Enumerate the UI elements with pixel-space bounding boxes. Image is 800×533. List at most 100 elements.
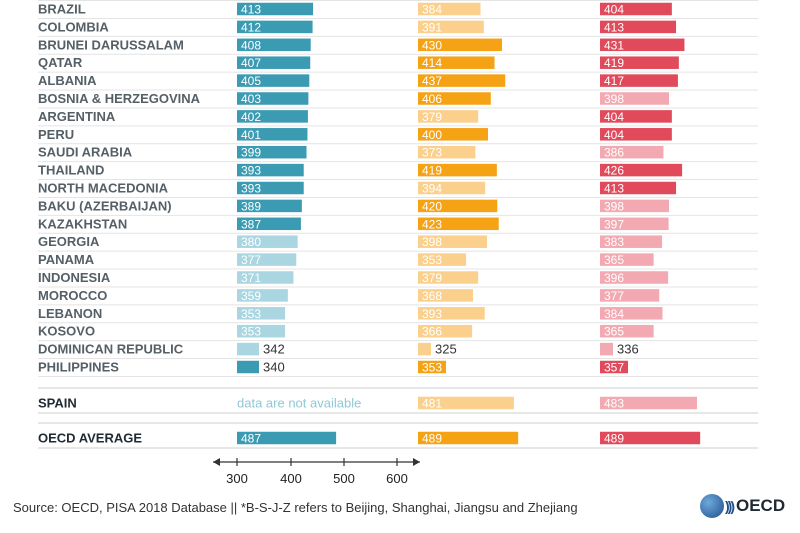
bar-value-label: 336: [617, 342, 639, 357]
bar-science: [600, 128, 672, 141]
bar-value-label: 384: [422, 3, 442, 17]
bar-value-label: 483: [604, 397, 624, 411]
bar-value-label: 402: [241, 110, 261, 124]
bar-reading: [237, 342, 259, 356]
bar-science: [600, 324, 654, 338]
bar-value-label: 340: [263, 360, 285, 375]
bar-reading: [237, 38, 311, 52]
country-label: THAILAND: [38, 163, 104, 178]
country-label: MOROCCO: [38, 288, 107, 303]
bar-reading: [237, 324, 286, 338]
bar-mathematics: [418, 342, 431, 356]
x-tick-label: 400: [280, 471, 302, 486]
bar-science: [600, 342, 613, 356]
bar-reading: [237, 110, 308, 123]
bar-value-label: 353: [241, 307, 261, 321]
country-label: DOMINICAN REPUBLIC: [38, 342, 184, 357]
bar-mathematics: [418, 128, 488, 141]
x-tick-label: 600: [386, 471, 408, 486]
bar-value-label: 430: [422, 38, 442, 52]
bar-mathematics: [418, 360, 446, 374]
bar-value-label: 431: [604, 38, 624, 52]
bar-value-label: 379: [422, 271, 442, 285]
bar-value-label: 426: [604, 164, 624, 178]
bar-reading: [237, 145, 307, 159]
bar-mathematics: [418, 271, 479, 284]
bar-value-label: 365: [604, 325, 624, 339]
bar-value-label: 413: [604, 20, 624, 34]
bar-reading: [237, 307, 286, 320]
bar-value-label: 377: [241, 253, 261, 267]
bar-value-label: 353: [241, 325, 261, 339]
bar-value-label: 393: [241, 182, 261, 196]
bar-value-label: 398: [604, 92, 624, 106]
country-label: PHILIPPINES: [38, 360, 119, 375]
country-label: BRAZIL: [38, 2, 86, 17]
bar-science: [600, 20, 677, 34]
bar-mathematics: [418, 38, 502, 52]
bar-reading: [237, 181, 304, 195]
bar-value-label: 398: [604, 199, 624, 213]
bar-value-label: 414: [422, 56, 442, 70]
bar-mathematics: [418, 145, 476, 159]
bar-mathematics: [418, 20, 484, 34]
bar-value-label: 404: [604, 110, 624, 124]
bar-mathematics: [418, 396, 514, 410]
bar-value-label: 353: [422, 361, 442, 375]
country-label: INDONESIA: [38, 270, 111, 285]
bar-value-label: 325: [435, 342, 457, 357]
bar-science: [600, 217, 669, 231]
oecd-logo: ))) OECD: [700, 494, 785, 518]
bar-science: [600, 360, 628, 374]
bar-reading: [237, 217, 301, 231]
country-label: NORTH MACEDONIA: [38, 181, 169, 196]
bar-value-label: 401: [241, 128, 261, 142]
bar-mathematics: [418, 307, 485, 320]
bar-science: [600, 307, 663, 320]
logo-arcs-icon: ))): [725, 498, 735, 514]
country-label: LEBANON: [38, 306, 102, 321]
country-label: SPAIN: [38, 396, 77, 411]
bar-science: [600, 235, 663, 248]
not-available-note: data are not available: [237, 396, 361, 411]
bar-value-label: 391: [422, 20, 442, 34]
globe-icon: [700, 494, 724, 518]
bar-reading: [237, 360, 259, 374]
bar-value-label: 487: [241, 432, 261, 446]
bar-mathematics: [418, 56, 495, 69]
bar-value-label: 380: [241, 235, 261, 249]
bar-reading: [237, 271, 294, 284]
bar-science: [600, 289, 660, 302]
bar-value-label: 396: [604, 271, 624, 285]
country-label: KAZAKHSTAN: [38, 216, 127, 231]
bar-science: [600, 56, 679, 69]
bar-value-label: 400: [422, 128, 442, 142]
bar-reading: [237, 163, 304, 177]
bar-value-label: 437: [422, 74, 442, 88]
bar-reading: [237, 199, 302, 213]
bar-mathematics: [418, 235, 488, 248]
bar-value-label: 368: [422, 289, 442, 303]
country-label: COLOMBIA: [38, 19, 109, 34]
country-label: ARGENTINA: [38, 109, 116, 124]
bar-value-label: 393: [241, 164, 261, 178]
country-label: ALBANIA: [38, 73, 97, 88]
bar-mathematics: [418, 181, 486, 195]
bar-mathematics: [418, 74, 506, 87]
bar-mathematics: [418, 431, 519, 445]
bar-reading: [237, 431, 337, 445]
bar-value-label: 359: [241, 289, 261, 303]
logo-text: OECD: [736, 496, 786, 515]
bar-value-label: 353: [422, 253, 442, 267]
bar-mathematics: [418, 163, 497, 177]
country-label: QATAR: [38, 55, 83, 70]
bar-reading: [237, 128, 308, 141]
country-label: BRUNEI DARUSSALAM: [38, 37, 184, 52]
bar-reading: [237, 56, 311, 69]
bar-value-label: 387: [241, 217, 261, 231]
x-axis-arrow-left: [213, 458, 220, 466]
country-label: PANAMA: [38, 252, 95, 267]
bar-mathematics: [418, 92, 491, 105]
bar-value-label: 405: [241, 74, 261, 88]
bar-value-label: 366: [422, 325, 442, 339]
